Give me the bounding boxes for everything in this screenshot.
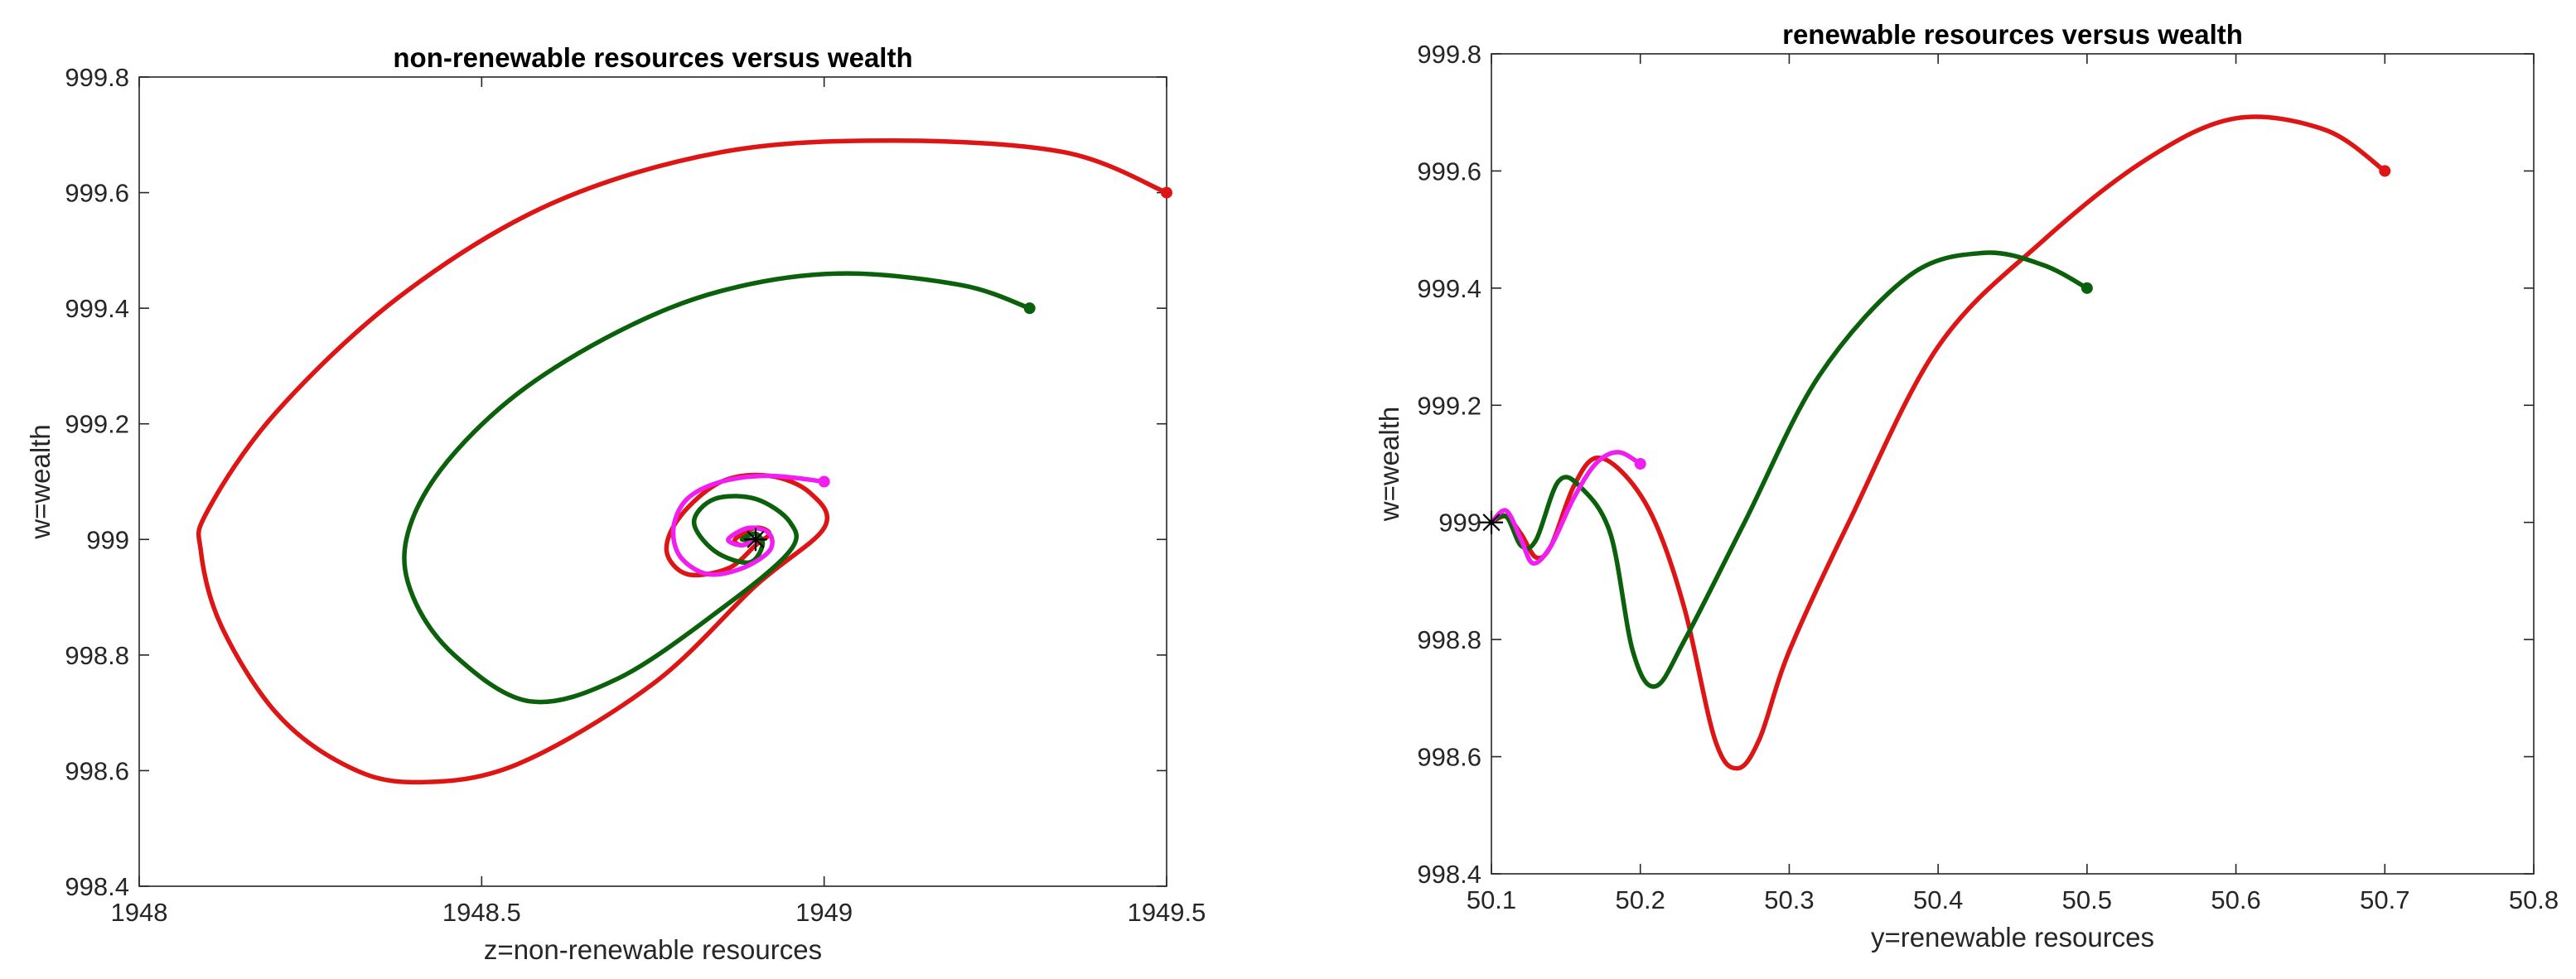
y-tick-label: 998.8 [65, 641, 129, 670]
series-start-point-2 [1023, 302, 1036, 315]
series-line-3 [1489, 450, 1643, 566]
y-tick-label: 998.6 [1417, 743, 1481, 772]
equilibrium-marker [1480, 510, 1503, 534]
x-tick-label: 50.7 [2360, 885, 2409, 914]
y-tick-label: 999 [86, 525, 129, 554]
chart-nonrenewable-vs-wealth: 1948 1948.5 1949 1949.5 998.4 998.6 998.8 999 99… [25, 42, 1206, 965]
x-tick-label: 1949.5 [1128, 898, 1206, 927]
equilibrium-marker-stroke [747, 530, 765, 548]
y-tick-label: 999.8 [65, 63, 129, 92]
series-start-point-2 [2081, 282, 2093, 294]
y-axis-label: w=wealth [1374, 407, 1404, 523]
y-tick-label: 999.6 [1417, 157, 1481, 186]
y-tick-label: 998.8 [1417, 625, 1481, 654]
series-start-point-1 [1161, 186, 1172, 199]
x-tick-label: 50.4 [1913, 885, 1963, 914]
y-axis-label: w=wealth [25, 424, 56, 540]
chart-title: non-renewable resources versus wealth [393, 42, 912, 73]
chart-renewable-vs-wealth: 50.1 50.2 50.3 50.4 50.5 50.6 50.7 50.8 998.4 998… [1374, 19, 2559, 952]
x-tick-label: 50.5 [2062, 885, 2112, 914]
y-tick-label: 999.2 [65, 410, 129, 439]
x-axis-label: z=non-renewable resources [484, 934, 822, 965]
x-tick-label: 50.6 [2211, 885, 2260, 914]
series-line-2 [1489, 250, 2090, 689]
y-tick-label: 999.4 [65, 294, 129, 323]
series-line-1 [196, 138, 1169, 785]
x-axis-label: y=renewable resources [1871, 922, 2154, 952]
x-tick-label: 50.8 [2509, 885, 2559, 914]
x-tick-label: 50.2 [1616, 885, 1665, 914]
y-tick-label: 998.4 [65, 872, 129, 901]
y-tick-label: 998.4 [1417, 860, 1481, 889]
y-tick-label: 999.6 [65, 179, 129, 208]
y-tick-label: 998.6 [65, 756, 129, 785]
y-tick-label: 999.8 [1417, 40, 1481, 69]
series-line-3 [670, 473, 827, 577]
x-tick-label: 50.1 [1467, 885, 1516, 914]
series-start-point-3 [818, 475, 830, 488]
equilibrium-marker [744, 528, 767, 552]
series-start-point-1 [2379, 165, 2391, 177]
plot-area [138, 76, 1167, 887]
y-tick-label: 999.2 [1417, 391, 1481, 420]
x-tick-label: 1948 [111, 898, 168, 927]
series-line-2 [402, 271, 1032, 705]
chart-title: renewable resources versus wealth [1782, 19, 2243, 50]
y-tick-label: 999.4 [1417, 274, 1481, 303]
x-tick-label: 1948.5 [442, 898, 521, 927]
series-start-point-3 [1634, 458, 1646, 470]
plot-area [1491, 53, 2535, 875]
y-tick-label: 999 [1438, 509, 1481, 538]
x-tick-label: 1949 [795, 898, 853, 927]
x-tick-label: 50.3 [1764, 885, 1814, 914]
equilibrium-marker-stroke [1482, 514, 1501, 532]
